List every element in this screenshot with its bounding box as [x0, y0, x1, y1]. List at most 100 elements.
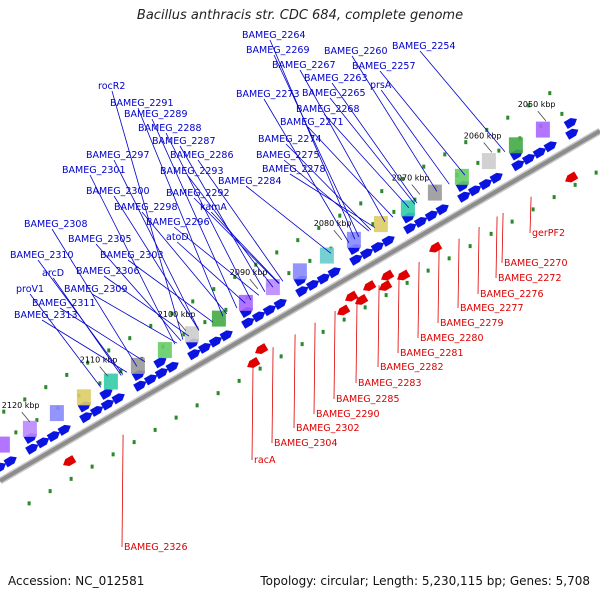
rna-marker-0 — [468, 244, 472, 249]
tick-label-2080-kbp: 2080 kbp — [314, 219, 352, 228]
forward-gene-label: BAMEG_2308 — [24, 219, 88, 230]
forward-gene-label: BAMEG_2274 — [258, 134, 322, 145]
forward-gene-arrow-shape — [79, 412, 93, 424]
forward-gene-arrow-shape — [165, 361, 179, 373]
reverse-gene-arrow-shape — [363, 280, 377, 292]
forward-label-leader — [111, 90, 184, 340]
tick-mark — [411, 184, 421, 195]
figure-title: Bacillus anthracis str. CDC 684, complet… — [136, 8, 464, 23]
forward-gene-label: BAMEG_2284 — [218, 176, 282, 187]
reverse-gene-arrow-shape — [63, 455, 77, 467]
forward-gene-arrow — [0, 462, 6, 474]
rna-marker-0 — [363, 305, 367, 310]
tick-mark — [333, 229, 343, 241]
forward-gene-arrow — [100, 399, 114, 411]
forward-gene-arrow — [489, 172, 503, 184]
rna-marker-0 — [489, 231, 493, 236]
feature-block — [0, 436, 10, 453]
rna-marker-0 — [510, 219, 514, 224]
forward-gene-arrow-shape — [35, 437, 50, 449]
forward-gene-label: BAMEG_2309 — [64, 284, 128, 295]
forward-gene-arrow-shape — [327, 267, 341, 279]
forward-gene-arrow — [251, 311, 266, 323]
reverse-gene-label: BAMEG_2272 — [498, 273, 562, 284]
forward-gene-label: BAMEG_2296 — [146, 217, 210, 228]
forward-gene-arrow-shape — [133, 380, 147, 392]
tick-label-2120-kbp: 2120 kbp — [2, 401, 40, 410]
forward-gene-arrow — [99, 388, 113, 400]
forward-label-leader — [51, 228, 138, 367]
forward-label-leader — [273, 54, 360, 238]
feature-block — [103, 373, 118, 390]
reverse-label-leader — [417, 261, 420, 339]
reverse-gene-label: BAMEG_2285 — [336, 394, 400, 405]
tick-label-2060-kbp: 2060 kbp — [464, 132, 502, 141]
reverse-label-leader — [293, 334, 296, 429]
feature-block — [184, 326, 199, 343]
rna-marker-1 — [224, 307, 228, 312]
forward-gene-arrow-shape — [543, 141, 557, 153]
forward-gene-label: prsA — [370, 80, 392, 91]
forward-gene-label: BAMEG_2306 — [76, 266, 140, 277]
forward-gene-arrow-shape — [100, 399, 114, 411]
feature-block — [211, 310, 226, 327]
forward-gene-arrow — [241, 317, 255, 329]
reverse-gene-label: BAMEG_2302 — [296, 423, 360, 434]
forward-gene-label: BAMEG_2271 — [280, 117, 344, 128]
forward-gene-arrow-shape — [521, 153, 536, 165]
forward-gene-label: BAMEG_2300 — [86, 186, 150, 197]
forward-gene-arrow-shape — [251, 311, 266, 323]
forward-label-leader — [95, 243, 182, 342]
forward-label-leader — [179, 145, 266, 292]
reverse-gene-arrow — [379, 279, 393, 291]
reverse-gene-arrow — [345, 290, 359, 302]
forward-gene-label: BAMEG_2311 — [32, 298, 96, 309]
rna-marker-0 — [405, 280, 409, 285]
forward-gene-label: BAMEG_2303 — [100, 250, 164, 261]
reverse-gene-label: BAMEG_2281 — [400, 348, 464, 359]
forward-gene-arrow — [532, 147, 547, 159]
forward-gene-arrow-shape — [457, 191, 471, 203]
rna-marker-0 — [153, 427, 157, 432]
reverse-gene-arrow-shape — [247, 356, 261, 368]
feature-block — [238, 294, 253, 311]
forward-gene-label: BAMEG_2310 — [10, 250, 74, 261]
reverse-gene-arrow-shape — [345, 290, 359, 302]
forward-gene-arrow — [133, 380, 147, 392]
rna-marker-1 — [203, 320, 207, 325]
forward-gene-arrow-shape — [143, 374, 158, 386]
forward-gene-arrow — [563, 118, 577, 129]
rna-marker-2 — [317, 225, 321, 230]
tick-label-2100-kbp: 2100 kbp — [158, 310, 196, 319]
forward-gene-arrow-shape — [511, 160, 525, 172]
forward-gene-label: BAMEG_2278 — [262, 164, 326, 175]
rna-marker-0 — [27, 501, 31, 506]
rna-marker-0 — [48, 489, 52, 494]
reverse-gene-label: gerPF2 — [532, 228, 565, 239]
rna-marker-0 — [300, 342, 304, 347]
backbone-line — [0, 129, 600, 483]
rna-marker-1 — [560, 111, 564, 116]
forward-gene-arrow — [143, 374, 158, 386]
forward-gene-arrow-shape — [3, 456, 17, 468]
forward-gene-label: BAMEG_2301 — [62, 165, 126, 176]
reverse-gene-arrow — [355, 293, 369, 305]
forward-gene-arrow — [424, 210, 439, 222]
forward-gene-arrow-shape — [478, 179, 493, 191]
rna-marker-1 — [35, 418, 39, 423]
forward-gene-arrow — [435, 204, 449, 216]
accession-text: Accession: NC_012581 — [8, 574, 145, 588]
forward-gene-label: BAMEG_2305 — [68, 234, 132, 245]
tick-label-2110-kbp: 2110 kbp — [80, 356, 118, 365]
reverse-gene-label: BAMEG_2270 — [504, 258, 568, 269]
reverse-gene-arrow-shape — [397, 269, 411, 281]
tick-label-2070-kbp: 2070 kbp — [392, 174, 430, 183]
forward-gene-arrow — [316, 273, 331, 285]
rna-marker-1 — [476, 160, 480, 165]
rna-marker-2 — [338, 213, 342, 218]
rna-marker-0 — [447, 256, 451, 261]
rna-marker-2 — [149, 323, 153, 328]
forward-gene-arrow-shape — [295, 286, 309, 298]
rna-marker-0 — [90, 464, 94, 469]
